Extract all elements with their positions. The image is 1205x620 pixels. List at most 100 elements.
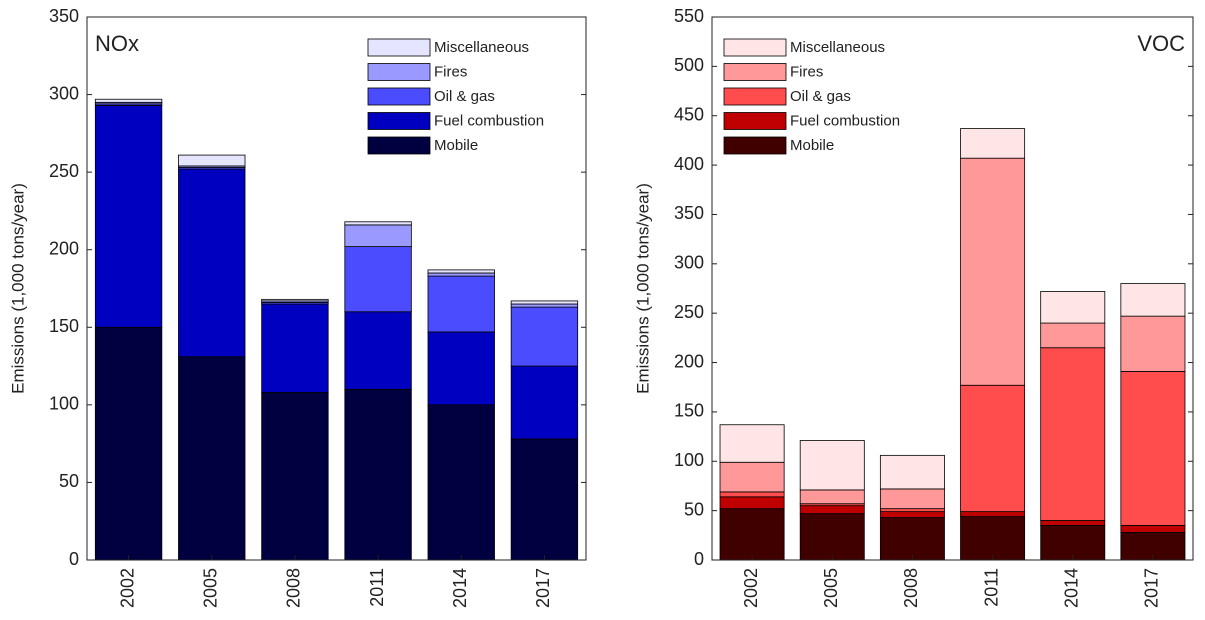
y-tick-label: 0 (694, 549, 704, 569)
bar-segment (510, 303, 579, 308)
bar-segment (879, 508, 945, 513)
legend-swatch (367, 136, 431, 155)
bar-segment (1040, 520, 1106, 526)
bar-segment (94, 105, 163, 328)
y-tick-label: 450 (674, 104, 704, 124)
x-tick-label: 2014 (1062, 568, 1082, 608)
bar-segment (1040, 347, 1106, 521)
y-tick-label: 350 (674, 203, 704, 223)
x-tick-label: 2017 (533, 568, 553, 608)
bar-segment (1120, 283, 1186, 317)
chart-panel: 0 50 100 150 200 250 300 350 400 450 500 550 2002 200… (633, 6, 1194, 608)
x-tick-label: 2005 (821, 568, 841, 608)
y-tick-label: 200 (49, 238, 79, 258)
bar-segment (344, 311, 412, 390)
bar-segment (1120, 371, 1186, 526)
bar-segment (960, 516, 1026, 561)
y-tick-label: 150 (674, 401, 704, 421)
bar-segment (1120, 315, 1186, 372)
bar-segment (960, 157, 1026, 386)
bar-segment (1040, 291, 1106, 324)
x-tick-label: 2002 (117, 568, 137, 608)
y-tick-label: 50 (684, 499, 704, 519)
y-tick-label: 300 (49, 83, 79, 103)
y-tick-label: 250 (674, 302, 704, 322)
y-tick-label: 300 (674, 253, 704, 273)
y-tick-label: 550 (674, 6, 704, 26)
y-tick-label: 100 (49, 394, 79, 414)
bar-segment (879, 511, 945, 518)
bar-segment (879, 454, 945, 490)
legend-swatch (723, 87, 787, 106)
legend-label: Fuel combustion (434, 112, 544, 129)
bar-segment (178, 154, 246, 167)
legend-label: Mobile (790, 137, 834, 154)
x-tick-label: 2008 (284, 568, 304, 608)
y-tick-label: 200 (674, 351, 704, 371)
bar-segment (960, 511, 1026, 517)
bar-segment (510, 365, 579, 440)
bar-segment (799, 489, 865, 505)
bar-segment (344, 224, 412, 248)
y-axis-label: Emissions (1,000 tons/year) (633, 183, 652, 394)
y-tick-label: 250 (49, 161, 79, 181)
legend-label: Oil & gas (790, 88, 851, 105)
x-tick-label: 2017 (1142, 568, 1162, 608)
panel-label: VOC (1137, 31, 1185, 56)
bar-segment (719, 424, 785, 463)
legend-swatch (367, 63, 431, 81)
bar-segment (879, 517, 945, 561)
bar-segment (510, 438, 579, 561)
y-tick-label: 150 (49, 316, 79, 336)
bar-segment (799, 505, 865, 514)
bar-segment (344, 246, 412, 313)
legend-label: Mobile (434, 137, 478, 154)
bar-segment (1040, 322, 1106, 349)
legend-label: Miscellaneous (434, 39, 529, 56)
x-tick-label: 2011 (981, 568, 1001, 607)
x-tick-label: 2008 (901, 568, 921, 608)
bar-segment (1040, 525, 1106, 561)
legend: Mobile Fuel combustion Oil & gas Fires Misce… (722, 35, 932, 160)
legend-swatch (367, 112, 431, 130)
bar-segment (510, 306, 579, 367)
x-tick-label: 2011 (367, 568, 387, 607)
x-tick-label: 2005 (201, 568, 221, 608)
bar-segment (94, 326, 163, 561)
bar-segment (94, 98, 163, 103)
bar-segment (344, 221, 412, 226)
legend-swatch (723, 112, 787, 130)
bar-segment (178, 356, 246, 561)
x-tick-label: 2002 (741, 568, 761, 608)
bar-segment (427, 404, 495, 561)
y-axis-label: Emissions (1,000 tons/year) (8, 183, 27, 394)
bar-segment (510, 300, 579, 305)
y-tick-label: 400 (674, 154, 704, 174)
y-tick-label: 100 (674, 450, 704, 470)
bar-segment (427, 331, 495, 406)
y-tick-label: 350 (49, 6, 79, 26)
legend-label: Fuel combustion (790, 112, 900, 129)
legend-label: Miscellaneous (790, 39, 885, 56)
panel-label: NOx (95, 31, 139, 56)
bar-segment (261, 392, 329, 561)
bar-segment (799, 513, 865, 561)
legend-swatch (723, 63, 787, 81)
bar-segment (719, 491, 785, 498)
bar-segment (1120, 525, 1186, 533)
bar-segment (799, 440, 865, 491)
legend: Mobile Fuel combustion Oil & gas Fires Misce… (366, 35, 576, 160)
bar-segment (178, 168, 246, 358)
legend-swatch (367, 87, 431, 106)
legend-label: Fires (790, 63, 823, 80)
bar-segment (960, 384, 1026, 513)
y-tick-label: 0 (69, 549, 79, 569)
legend-label: Fires (434, 63, 467, 80)
bar-segment (719, 508, 785, 561)
legend-swatch (367, 38, 431, 57)
x-tick-label: 2014 (450, 568, 470, 608)
bar-segment (261, 303, 329, 393)
legend-swatch (723, 38, 787, 57)
bar-segment (427, 269, 495, 274)
